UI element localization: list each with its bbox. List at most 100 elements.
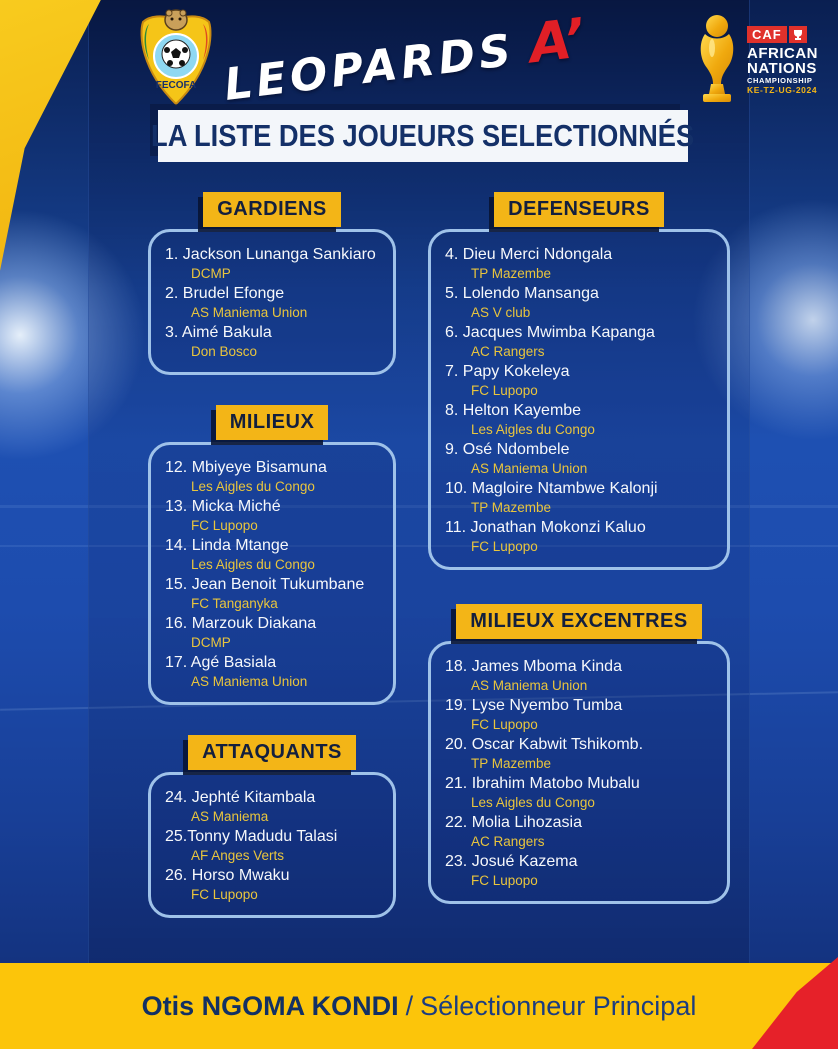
player-row: 1. Jackson Lunanga Sankiaro DCMP (165, 245, 387, 282)
title-banner-text: LA LISTE DES JOUEURS SELECTIONNÉS (151, 118, 695, 153)
player-list-box: 1. Jackson Lunanga Sankiaro DCMP 2. Brudel… (148, 229, 396, 375)
player-row: 12. Mbiyeye Bisamuna Les Aigles du Congo (165, 458, 387, 495)
player-row: 10. Magloire Ntambwe Kalonji TP Mazembe (445, 479, 721, 516)
player-list-box: 4. Dieu Merci Ndongala TP Mazembe 5. Lolen… (428, 229, 730, 570)
title-banner: LA LISTE DES JOUEURS SELECTIONNÉS (151, 110, 695, 162)
player-name: 24. Jephté Kitambala (165, 789, 316, 806)
player-club: FC Lupopo (471, 383, 538, 398)
player-club: Les Aigles du Congo (471, 422, 595, 437)
player-name: 19. Lyse Nyembo Tumba (445, 697, 623, 714)
caf-line-african: AFRICAN (747, 45, 818, 62)
player-name: 9. Osé Ndombele (445, 441, 570, 458)
team-title: LEOPARDS A’ (220, 6, 588, 113)
player-row: 26. Horso Mwaku FC Lupopo (165, 866, 387, 903)
player-name: 15. Jean Benoit Tukumbane (165, 576, 365, 593)
player-name: 21. Ibrahim Matobo Mubalu (445, 775, 640, 792)
section-badge-row: DEFENSEURS (428, 192, 730, 227)
player-row: 2. Brudel Efonge AS Maniema Union (165, 284, 387, 321)
player-row: 17. Agé Basiala AS Maniema Union (165, 653, 387, 690)
section-title-badge-milieux-excentres: MILIEUX EXCENTRES (456, 604, 702, 639)
player-row: 24. Jephté Kitambala AS Maniema (165, 788, 387, 825)
player-row: 8. Helton Kayembe Les Aigles du Congo (445, 401, 721, 438)
section-title-badge-gardiens: GARDIENS (203, 192, 341, 227)
footer-red-wedge (752, 957, 838, 1049)
player-club: FC Lupopo (191, 887, 258, 902)
player-name: 20. Oscar Kabwit Tshikomb. (445, 736, 644, 753)
player-club: AS Maniema Union (191, 674, 308, 689)
player-row: 23. Josué Kazema FC Lupopo (445, 852, 721, 889)
section-badge-row: MILIEUX (148, 405, 396, 440)
caf-logo-boxes: CAF (747, 26, 818, 43)
coach-separator: / (405, 990, 414, 1021)
section-milieux: MILIEUX 12. Mbiyeye Bisamuna Les Aigles du… (148, 405, 396, 705)
svg-text:FECOFA: FECOFA (156, 80, 197, 91)
player-name: 3. Aimé Bakula (165, 324, 272, 341)
team-title-text: LEOPARDS (221, 24, 518, 111)
player-name: 23. Josué Kazema (445, 853, 578, 870)
player-row: 22. Molia Lihozasia AC Rangers (445, 813, 721, 850)
player-club: FC Lupopo (471, 539, 538, 554)
section-title-badge-attaquants: ATTAQUANTS (188, 735, 356, 770)
player-club: Les Aigles du Congo (191, 479, 315, 494)
player-row: 6. Jacques Mwimba Kapanga AC Rangers (445, 323, 721, 360)
player-row: 19. Lyse Nyembo Tumba FC Lupopo (445, 696, 721, 733)
section-defenseurs: DEFENSEURS 4. Dieu Merci Ndongala TP Mazem… (428, 192, 730, 570)
coach-line: Otis NGOMA KONDI / Sélectionneur Principal (142, 991, 697, 1022)
player-club: TP Mazembe (471, 266, 552, 281)
player-list-box: 18. James Mboma Kinda AS Maniema Union 19.… (428, 641, 730, 904)
player-club: AF Anges Verts (191, 848, 285, 863)
fecofa-crest-icon: FECOFA (140, 9, 212, 106)
caf-tournament-logo: CAF AFRICAN NATIONS CHAMPIONSHIP KE-TZ-U… (691, 12, 818, 108)
player-name: 13. Micka Miché (165, 498, 281, 515)
section-milieux-excentres: MILIEUX EXCENTRES 18. James Mboma Kinda AS… (428, 604, 730, 904)
player-club: FC Tanganyka (191, 596, 278, 611)
caf-line-hosts-year: KE-TZ-UG-2024 (747, 84, 818, 95)
player-club: AS Maniema Union (471, 461, 588, 476)
caf-trophy-icon (700, 15, 734, 102)
section-title-badge-milieux: MILIEUX (215, 405, 329, 440)
player-club: Don Bosco (191, 344, 258, 359)
player-name: 18. James Mboma Kinda (445, 658, 622, 675)
player-row: 4. Dieu Merci Ndongala TP Mazembe (445, 245, 721, 282)
player-club: DCMP (191, 635, 231, 650)
player-name: 11. Jonathan Mokonzi Kaluo (445, 519, 646, 536)
player-list-box: 12. Mbiyeye Bisamuna Les Aigles du Congo 1… (148, 442, 396, 705)
player-name: 26. Horso Mwaku (165, 867, 290, 884)
player-name: 12. Mbiyeye Bisamuna (165, 459, 327, 476)
player-club: AS Maniema Union (471, 678, 588, 693)
player-name: 4. Dieu Merci Ndongala (445, 246, 613, 263)
player-row: 14. Linda Mtange Les Aigles du Congo (165, 536, 387, 573)
section-attaquants: ATTAQUANTS 24. Jephté Kitambala AS Maniema… (148, 735, 396, 918)
player-name: 25.Tonny Madudu Talasi (165, 828, 338, 845)
caf-line-championship: CHAMPIONSHIP (747, 76, 813, 85)
player-row: 5. Lolendo Mansanga AS V club (445, 284, 721, 321)
caf-trophy-mark-icon (788, 26, 807, 43)
left-column: GARDIENS 1. Jackson Lunanga Sankiaro DCMP 2… (148, 192, 396, 948)
player-row: 13. Micka Miché FC Lupopo (165, 497, 387, 534)
section-gardiens: GARDIENS 1. Jackson Lunanga Sankiaro DCMP 2… (148, 192, 396, 375)
player-club: FC Lupopo (191, 518, 258, 533)
player-club: DCMP (191, 266, 231, 281)
player-name: 22. Molia Lihozasia (445, 814, 582, 831)
corner-yellow-wedge (0, 0, 101, 271)
player-name: 7. Papy Kokeleya (445, 363, 570, 380)
player-list-box: 24. Jephté Kitambala AS Maniema 25.Tonny M… (148, 772, 396, 918)
player-row: 21. Ibrahim Matobo Mubalu Les Aigles du C… (445, 774, 721, 811)
player-club: AC Rangers (471, 344, 545, 359)
section-badge-row: MILIEUX EXCENTRES (428, 604, 730, 639)
player-name: 1. Jackson Lunanga Sankiaro (165, 246, 376, 263)
player-name: 10. Magloire Ntambwe Kalonji (445, 480, 658, 497)
player-name: 2. Brudel Efonge (165, 285, 285, 302)
player-club: Les Aigles du Congo (191, 557, 315, 572)
player-name: 5. Lolendo Mansanga (445, 285, 599, 302)
player-row: 15. Jean Benoit Tukumbane FC Tanganyka (165, 575, 387, 612)
team-title-suffix: A’ (525, 6, 589, 76)
player-club: AS Maniema (191, 809, 269, 824)
player-row: 9. Osé Ndombele AS Maniema Union (445, 440, 721, 477)
player-club: FC Lupopo (471, 717, 538, 732)
player-row: 3. Aimé Bakula Don Bosco (165, 323, 387, 360)
player-name: 8. Helton Kayembe (445, 402, 582, 419)
player-club: TP Mazembe (471, 756, 552, 771)
caf-logo-text: CAF AFRICAN NATIONS CHAMPIONSHIP KE-TZ-U… (747, 26, 818, 94)
